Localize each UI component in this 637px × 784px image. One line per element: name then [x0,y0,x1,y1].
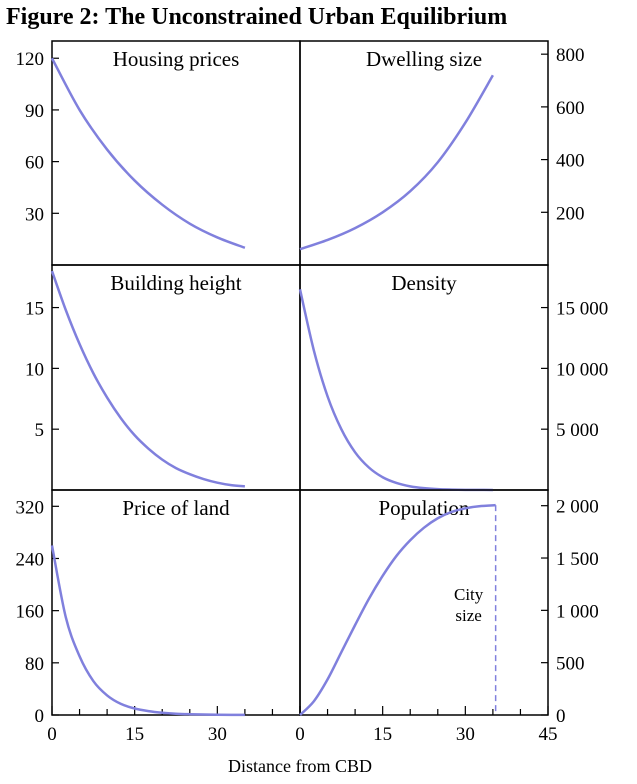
y-tick-label: 0 [35,706,45,727]
city-size-label: size [455,606,481,625]
panel-frame [51,489,301,716]
y-tick-label: 2 000 [556,497,599,518]
y-tick-label: 5 000 [556,420,599,441]
series-line [50,57,246,249]
series-line [50,270,245,488]
panel-title: Density [391,271,457,295]
y-tick-label: 15 [25,299,44,320]
y-tick-label: 200 [556,203,585,224]
y-tick-label: 90 [25,101,44,122]
y-tick-label: 120 [16,49,45,70]
panel-title: Building height [110,271,241,295]
x-tick-label: 30 [456,724,475,745]
panel-housing-prices: Housing prices 30 60 90 120 [16,40,301,266]
x-axis-label: Distance from CBD [228,756,372,776]
x-tick-label: 0 [47,724,57,745]
y-tick-label: 1 500 [556,549,599,570]
figure-title: Figure 2: The Unconstrained Urban Equili… [6,4,508,30]
y-tick-label: 15 000 [556,299,608,320]
x-tick-label: 45 [539,724,558,745]
panel-frame [299,264,549,491]
panel-frame [299,40,549,266]
panel-title: Housing prices [113,47,240,71]
panel-density: Density 5 000 10 000 15 000 [298,264,608,492]
y-tick-label: 800 [556,45,585,66]
y-tick-label: 320 [16,497,45,518]
x-tick-label: 15 [373,724,392,745]
panel-population: Population 0 500 1 000 1 500 2 000 0 15 30 45 City… [295,489,599,745]
city-size-label: City [454,585,484,604]
y-tick-label: 1 000 [556,601,599,622]
panel-title: Population [378,496,470,520]
x-tick-label: 15 [125,724,144,745]
panel-title: Dwelling size [366,47,482,71]
y-tick-label: 0 [556,706,566,727]
series-line [299,503,496,716]
y-tick-label: 600 [556,98,585,119]
series-line [299,74,494,251]
panel-price-of-land: Price of land 0 80 160 240 320 0 15 30 [16,489,301,745]
y-tick-label: 30 [25,204,44,225]
x-tick-label: 30 [208,724,227,745]
panel-dwelling-size: Dwelling size 200 400 600 800 [299,40,585,266]
panel-title: Price of land [122,496,230,520]
panel-building-height: Building height 5 10 15 [25,264,301,491]
panel-frame [299,489,549,716]
y-tick-label: 10 [25,359,44,380]
y-tick-label: 500 [556,654,585,675]
y-tick-label: 400 [556,151,585,172]
x-tick-label: 0 [295,724,305,745]
panel-frame [51,264,301,491]
y-tick-label: 5 [35,420,45,441]
series-line [50,545,245,717]
y-tick-label: 60 [25,153,44,174]
y-tick-label: 240 [16,549,45,570]
panel-frame [51,40,301,266]
series-line [298,289,493,492]
y-tick-label: 10 000 [556,359,608,380]
y-tick-label: 80 [25,654,44,675]
y-tick-label: 160 [16,602,45,623]
